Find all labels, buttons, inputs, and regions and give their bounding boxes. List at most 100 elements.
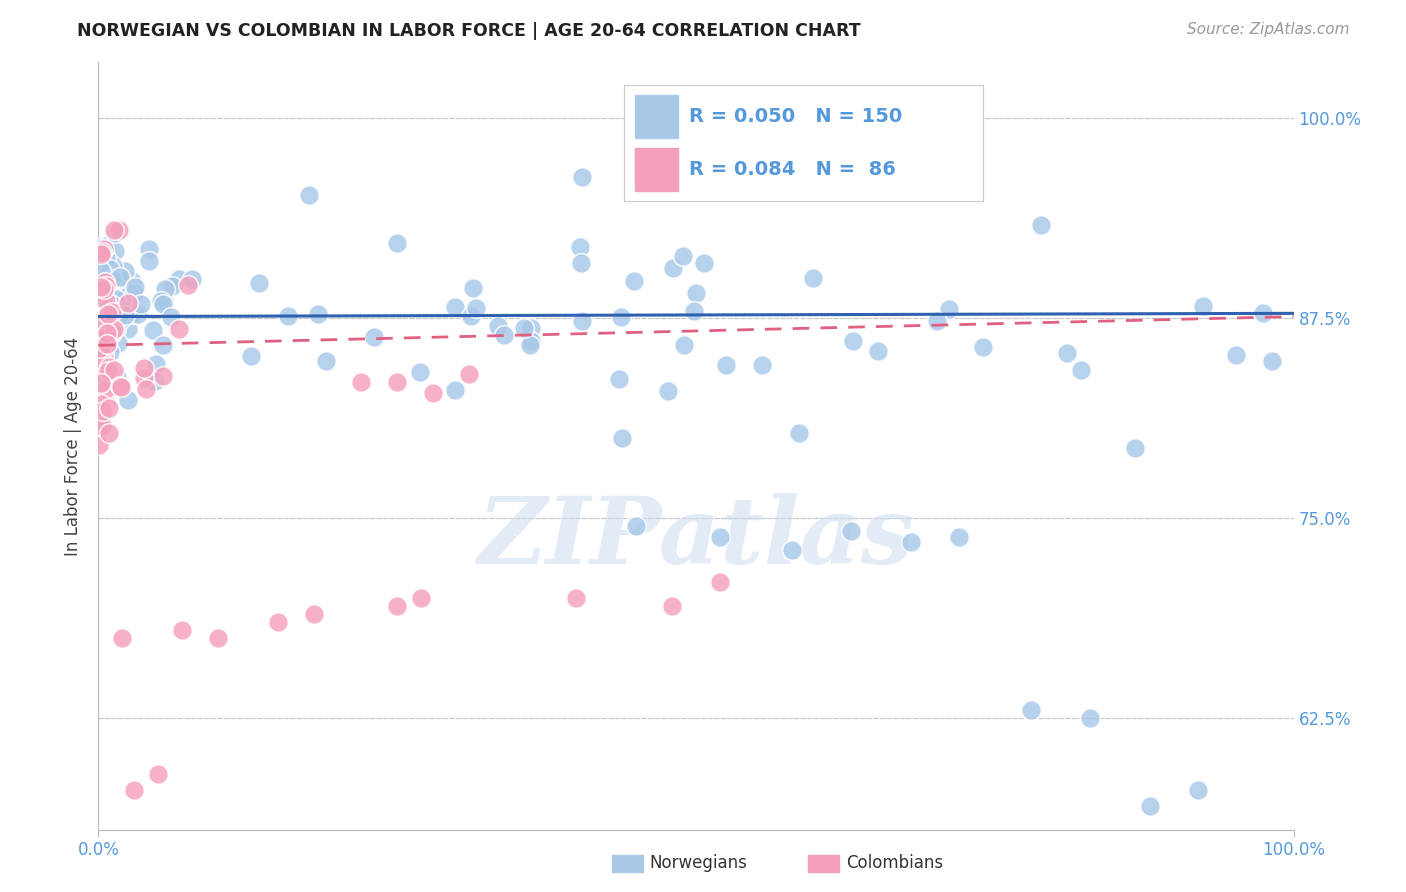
Point — [180, 272, 202, 286]
Point — [91, 304, 114, 318]
Point — [101, 286, 124, 301]
Point — [96, 382, 118, 396]
Point — [571, 314, 593, 328]
Point — [100, 327, 122, 342]
Point — [94, 396, 117, 410]
Point — [1080, 711, 1102, 725]
Point — [90, 323, 112, 337]
Point — [90, 357, 112, 371]
Point — [94, 380, 117, 394]
Point — [90, 315, 112, 329]
Point — [444, 384, 467, 398]
Point — [167, 322, 190, 336]
Point — [938, 301, 960, 316]
Point — [89, 241, 111, 255]
Point — [1056, 346, 1078, 360]
Point — [91, 304, 114, 318]
Point — [135, 382, 157, 396]
Point — [107, 336, 129, 351]
Point — [751, 358, 773, 372]
Point — [1070, 362, 1092, 376]
Point — [363, 330, 385, 344]
Point — [90, 397, 112, 411]
Point — [91, 317, 114, 331]
Point — [1192, 299, 1215, 313]
Point — [100, 315, 122, 329]
Point — [1029, 218, 1052, 232]
Point — [98, 359, 121, 374]
Point — [486, 319, 509, 334]
Point — [117, 322, 139, 336]
Point — [571, 170, 593, 185]
Point — [91, 397, 114, 411]
Point — [841, 524, 863, 538]
Point — [93, 334, 115, 348]
Point — [103, 363, 125, 377]
Point — [160, 278, 183, 293]
Point — [519, 338, 541, 352]
Point — [114, 285, 136, 299]
Point — [610, 431, 633, 445]
Text: Source: ZipAtlas.com: Source: ZipAtlas.com — [1187, 22, 1350, 37]
Point — [94, 299, 117, 313]
Point — [98, 321, 121, 335]
Point — [458, 367, 481, 381]
Point — [94, 279, 117, 293]
Point — [93, 330, 115, 344]
Point — [780, 542, 803, 557]
Point — [97, 310, 120, 325]
Point — [96, 348, 118, 362]
Point — [152, 369, 174, 384]
Point — [101, 259, 124, 273]
Point — [569, 240, 592, 254]
Point — [512, 320, 534, 334]
Point — [350, 375, 373, 389]
Point — [150, 294, 173, 309]
Point — [93, 242, 115, 256]
Point — [117, 296, 139, 310]
Point — [90, 264, 112, 278]
Point — [866, 344, 889, 359]
Point — [114, 308, 136, 322]
Point — [145, 358, 167, 372]
Point — [89, 318, 111, 333]
Point — [103, 322, 125, 336]
Point — [91, 331, 114, 345]
Point — [98, 368, 121, 382]
Text: Norwegians: Norwegians — [650, 855, 748, 872]
Point — [105, 370, 128, 384]
Point — [709, 574, 731, 589]
Point — [89, 438, 111, 452]
Point — [103, 289, 125, 303]
Point — [97, 329, 120, 343]
Point — [138, 243, 160, 257]
Point — [108, 223, 131, 237]
Point — [623, 274, 645, 288]
Point — [94, 316, 117, 330]
Point — [90, 411, 112, 425]
Point — [925, 313, 948, 327]
Point — [444, 300, 467, 314]
Point — [460, 309, 482, 323]
Point — [124, 280, 146, 294]
Point — [97, 307, 120, 321]
Point — [277, 309, 299, 323]
Point — [108, 379, 131, 393]
Point — [709, 530, 731, 544]
Point — [152, 296, 174, 310]
Point — [124, 782, 146, 797]
Point — [1261, 353, 1284, 368]
Point — [148, 766, 170, 780]
Point — [96, 331, 118, 345]
Point — [1225, 349, 1247, 363]
Point — [142, 323, 165, 337]
Point — [110, 312, 132, 326]
Point — [787, 425, 810, 440]
Point — [103, 290, 125, 304]
Point — [91, 314, 114, 328]
Point — [177, 278, 200, 293]
Point — [97, 301, 120, 315]
Point — [298, 188, 321, 202]
Point — [104, 313, 127, 327]
Point — [114, 264, 136, 278]
